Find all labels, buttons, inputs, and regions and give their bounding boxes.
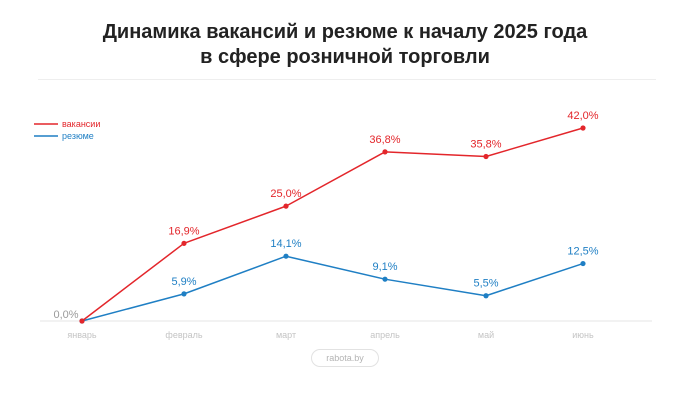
data-point (181, 240, 187, 246)
data-point (283, 253, 289, 259)
data-point (483, 153, 489, 160)
source-badge[interactable]: rabota.by (311, 349, 379, 367)
data-point (79, 318, 85, 324)
data-point (181, 291, 187, 297)
x-tick-label: апрель (370, 330, 400, 340)
data-label: 5,5% (473, 278, 498, 290)
data-label: 0,0% (53, 309, 78, 321)
series-line (81, 255, 584, 322)
labels-layer: 0,0% 16,9% 25,0% 36,8% 35,8% 42,0% 5,9% 14,1% 9,… (53, 110, 598, 321)
data-label: 5,9% (171, 276, 196, 288)
x-tick-label: март (276, 330, 296, 340)
data-point (580, 260, 586, 267)
legend-label: резюме (62, 131, 94, 141)
x-tick-label: январь (67, 330, 97, 340)
legend-label: вакансии (62, 119, 100, 129)
x-tick-label: февраль (165, 330, 202, 340)
series-line (81, 127, 584, 322)
data-point (382, 149, 388, 155)
x-axis: январь февраль март апрель май июнь (40, 320, 652, 340)
data-label: 14,1% (270, 238, 301, 250)
data-label: 16,9% (168, 225, 199, 237)
data-point (283, 203, 289, 209)
data-label: 25,0% (270, 188, 301, 200)
chart-title-line-2: в сфере розничной торговли (200, 46, 490, 68)
x-tick-label: май (478, 330, 494, 340)
chart-title: Динамика вакансий и резюме к началу 2025… (0, 20, 690, 70)
data-label: 12,5% (567, 246, 598, 258)
data-point (382, 276, 388, 282)
data-label: 36,8% (369, 134, 400, 146)
series-layer (79, 125, 586, 324)
x-tick-label: июнь (572, 330, 594, 340)
data-label: 9,1% (372, 261, 397, 273)
data-point (580, 125, 586, 131)
data-label: 42,0% (567, 110, 598, 122)
legend: вакансии резюме (34, 119, 100, 141)
data-point (483, 293, 489, 299)
title-divider (38, 79, 656, 80)
chart-title-line-1: Динамика вакансий и резюме к началу 2025… (102, 21, 588, 43)
data-label: 35,8% (470, 138, 501, 150)
